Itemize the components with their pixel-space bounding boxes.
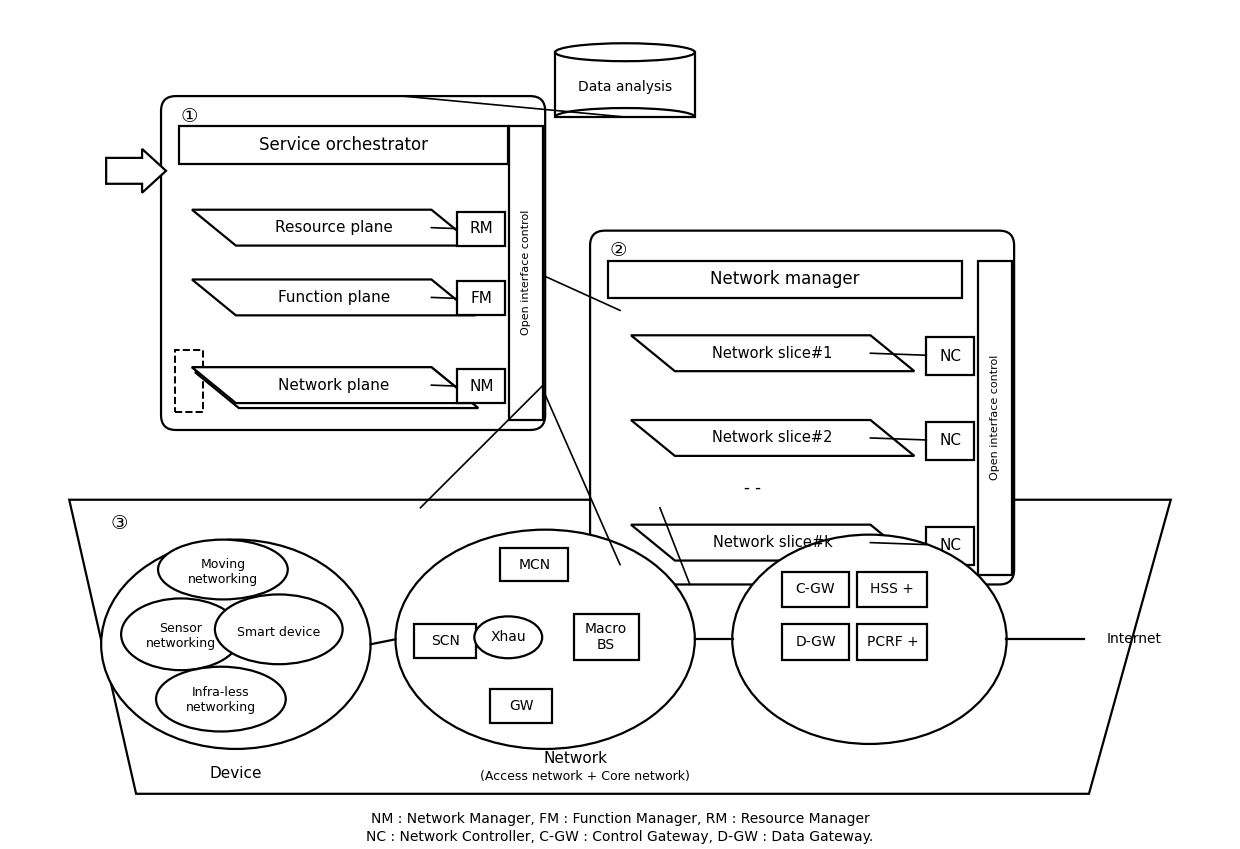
Text: ①: ① (180, 106, 197, 126)
Text: Resource plane: Resource plane (275, 220, 393, 235)
Text: Open interface control: Open interface control (991, 354, 1001, 480)
Bar (510, 126, 543, 420)
Text: HSS +: HSS + (870, 582, 914, 597)
Text: NC: NC (939, 434, 961, 448)
Bar (175, 351, 203, 412)
Text: Open interface control: Open interface control (521, 210, 531, 335)
Polygon shape (192, 367, 475, 403)
Ellipse shape (556, 43, 694, 61)
Bar (458, 211, 505, 245)
Polygon shape (631, 420, 914, 456)
FancyBboxPatch shape (590, 231, 1014, 584)
Ellipse shape (215, 594, 342, 664)
Bar (926, 337, 975, 375)
Ellipse shape (733, 535, 1007, 744)
Ellipse shape (475, 616, 542, 658)
Bar (458, 282, 505, 315)
Text: RM: RM (470, 221, 494, 236)
Text: Network plane: Network plane (278, 378, 389, 392)
Ellipse shape (102, 540, 371, 749)
Polygon shape (192, 210, 475, 245)
Bar (500, 548, 568, 582)
Bar (556, 53, 694, 117)
Text: Xhau: Xhau (491, 630, 526, 644)
Text: (Access network + Core network): (Access network + Core network) (480, 770, 689, 784)
Ellipse shape (396, 530, 694, 749)
Polygon shape (69, 500, 1171, 794)
Bar (781, 571, 849, 607)
FancyBboxPatch shape (161, 96, 546, 430)
Polygon shape (195, 372, 479, 408)
Text: FM: FM (470, 291, 492, 306)
Text: Data analysis: Data analysis (578, 80, 672, 94)
Text: ②: ② (609, 241, 626, 260)
Text: ③: ③ (110, 514, 128, 533)
Text: MCN: MCN (518, 558, 551, 571)
Text: Device: Device (210, 767, 262, 781)
Text: GW: GW (508, 699, 533, 713)
Text: Moving: Moving (201, 558, 246, 571)
Text: Function plane: Function plane (278, 290, 389, 305)
Text: Infra-less: Infra-less (192, 686, 249, 699)
Text: Network slice#1: Network slice#1 (713, 346, 833, 361)
Bar (414, 624, 476, 658)
Text: NM: NM (469, 379, 494, 394)
Text: Macro
BS: Macro BS (585, 622, 627, 652)
Text: Smart device: Smart device (237, 626, 320, 638)
Ellipse shape (156, 666, 285, 732)
Text: Sensor: Sensor (160, 621, 202, 635)
Bar (858, 571, 928, 607)
Bar (608, 261, 962, 298)
Text: NC: NC (939, 538, 961, 553)
Bar (781, 624, 849, 661)
Polygon shape (192, 279, 475, 315)
Text: PCRF +: PCRF + (867, 635, 919, 649)
Polygon shape (631, 525, 914, 560)
Text: Network: Network (543, 751, 608, 767)
Polygon shape (107, 149, 166, 193)
Text: NC: NC (939, 349, 961, 363)
Text: Internet: Internet (1106, 633, 1162, 646)
Text: networking: networking (187, 573, 258, 586)
Bar (978, 261, 1012, 575)
Text: C-GW: C-GW (796, 582, 836, 597)
Text: SCN: SCN (432, 634, 460, 649)
Text: NC : Network Controller, C-GW : Control Gateway, D-GW : Data Gateway.: NC : Network Controller, C-GW : Control … (366, 829, 874, 844)
Text: Network slice#k: Network slice#k (713, 535, 832, 550)
Text: networking: networking (186, 700, 255, 713)
Text: Service orchestrator: Service orchestrator (259, 136, 428, 154)
Bar (490, 689, 552, 723)
Text: NM : Network Manager, FM : Function Manager, RM : Resource Manager: NM : Network Manager, FM : Function Mana… (371, 812, 869, 826)
Bar (858, 624, 928, 661)
Text: D-GW: D-GW (795, 635, 836, 649)
Bar (458, 369, 505, 403)
Ellipse shape (157, 540, 288, 599)
Text: Network slice#2: Network slice#2 (713, 430, 833, 446)
Ellipse shape (122, 599, 241, 670)
Bar (574, 615, 639, 661)
Bar (926, 422, 975, 460)
Text: Network manager: Network manager (709, 271, 859, 289)
Bar (179, 126, 508, 164)
Bar (926, 526, 975, 565)
Text: - -: - - (744, 479, 761, 497)
Polygon shape (192, 367, 475, 403)
Polygon shape (631, 335, 914, 371)
Text: networking: networking (146, 637, 216, 649)
